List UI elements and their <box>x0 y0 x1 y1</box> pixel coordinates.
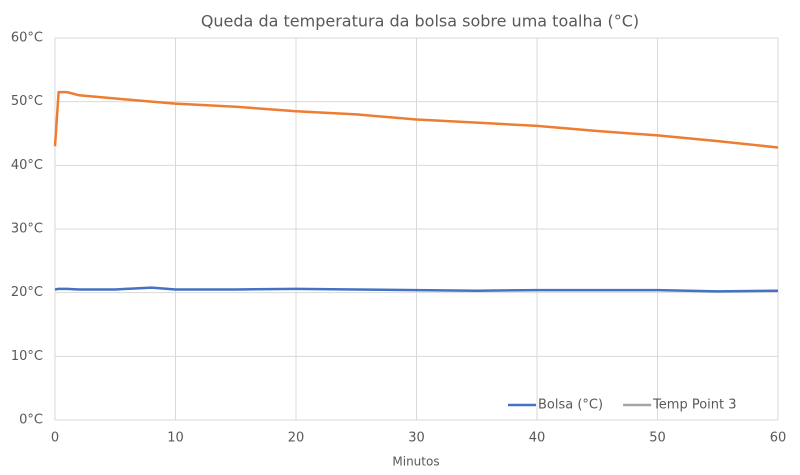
x-tick-label: 30 <box>408 431 425 446</box>
y-tick-label: 10°C <box>11 349 43 364</box>
y-tick-label: 60°C <box>11 31 43 46</box>
x-tick-label: 10 <box>167 431 184 446</box>
legend-label: Bolsa (°C) <box>538 398 603 413</box>
x-axis-label: Minutos <box>392 455 439 469</box>
y-tick-label: 20°C <box>11 285 43 300</box>
legend-label: Temp Point 3 <box>652 398 736 413</box>
x-tick-label: 0 <box>51 431 59 446</box>
series-line <box>54 286 779 293</box>
x-tick-label: 50 <box>649 431 666 446</box>
y-tick-label: 40°C <box>11 158 43 173</box>
x-tick-label: 40 <box>529 431 546 446</box>
y-tick-label: 50°C <box>11 94 43 109</box>
x-tick-label: 20 <box>288 431 305 446</box>
y-tick-label: 0°C <box>19 413 43 428</box>
x-tick-label: 60 <box>770 431 787 446</box>
y-tick-label: 30°C <box>11 222 43 237</box>
chart-title: Queda da temperatura da bolsa sobre uma … <box>201 12 639 31</box>
series-line <box>53 90 779 149</box>
